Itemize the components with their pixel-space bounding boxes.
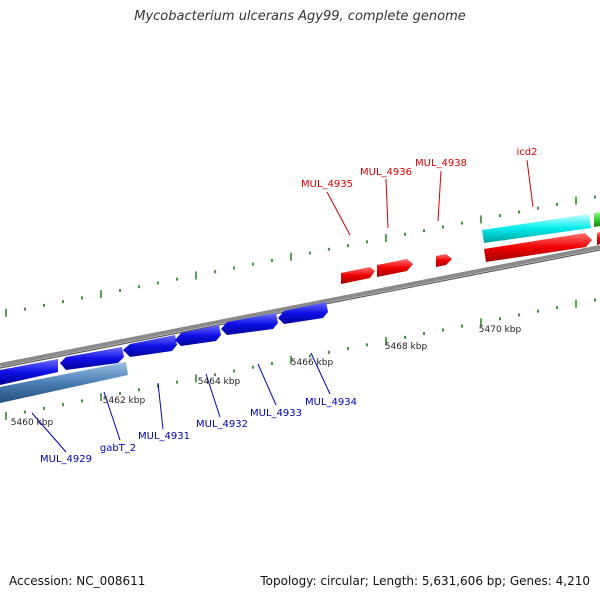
- gene-icd2-arrow: [484, 233, 592, 262]
- tick-label-5464: 5464 kbp: [198, 377, 241, 387]
- gene-mul-4935-arrow: [341, 267, 375, 284]
- label-mul-4931: MUL_4931: [138, 431, 190, 442]
- leader-mul-4935: [326, 191, 351, 236]
- leader-gabt-2: [103, 391, 121, 441]
- label-gabt-2: gabT_2: [100, 443, 136, 454]
- feature-cyan-bar: [482, 214, 591, 243]
- gene-reverse-6-arrow: [278, 302, 328, 324]
- leader-mul-4933: [257, 363, 277, 406]
- gene-reverse-5-arrow: [221, 313, 278, 335]
- gene-reverse-3-arrow: [123, 335, 177, 357]
- feature-steelblue-bar: [0, 362, 128, 403]
- label-mul-4929: MUL_4929: [40, 454, 92, 465]
- tick-label-5460: 5460 kbp: [11, 418, 54, 428]
- tick-label-5466: 5466 kbp: [291, 358, 334, 368]
- leader-mul-4934: [310, 352, 331, 395]
- gene-mul-4936-arrow: [377, 259, 413, 277]
- genome-stats-text: Topology: circular; Length: 5,631,606 bp…: [260, 574, 590, 588]
- leader-mul-4929: [31, 412, 67, 453]
- leader-mul-4938: [437, 170, 442, 222]
- map-title: Mycobacterium ulcerans Agy99, complete g…: [134, 9, 466, 24]
- genome-backbone: [0, 245, 600, 367]
- gene-reverse-4-arrow: [175, 325, 221, 346]
- gene-red-partial: [597, 232, 600, 245]
- label-mul-4936: MUL_4936: [360, 167, 412, 178]
- lower-tick-track: [5, 298, 596, 420]
- leader-mul-4931: [157, 382, 164, 430]
- gene-reverse-1-arrow: [0, 359, 58, 385]
- tick-label-5468: 5468 kbp: [385, 342, 428, 352]
- feature-green-partial: [594, 212, 600, 227]
- label-mul-4938: MUL_4938: [415, 158, 467, 169]
- gene-reverse-2-arrow: [60, 347, 124, 370]
- label-mul-4934: MUL_4934: [305, 397, 357, 408]
- label-mul-4933: MUL_4933: [250, 408, 302, 419]
- label-icd2: icd2: [517, 147, 538, 158]
- leader-mul-4932: [205, 373, 221, 418]
- upper-tick-track: [5, 195, 596, 317]
- label-mul-4932: MUL_4932: [196, 419, 248, 430]
- leader-mul-4936: [385, 178, 389, 229]
- gene-mul-4938-arrow: [436, 254, 452, 267]
- tick-label-5470: 5470 kbp: [479, 325, 522, 335]
- label-mul-4935: MUL_4935: [301, 179, 353, 190]
- tick-label-5462: 5462 kbp: [103, 396, 146, 406]
- leader-icd2: [526, 159, 534, 208]
- accession-text: Accession: NC_008611: [9, 574, 146, 588]
